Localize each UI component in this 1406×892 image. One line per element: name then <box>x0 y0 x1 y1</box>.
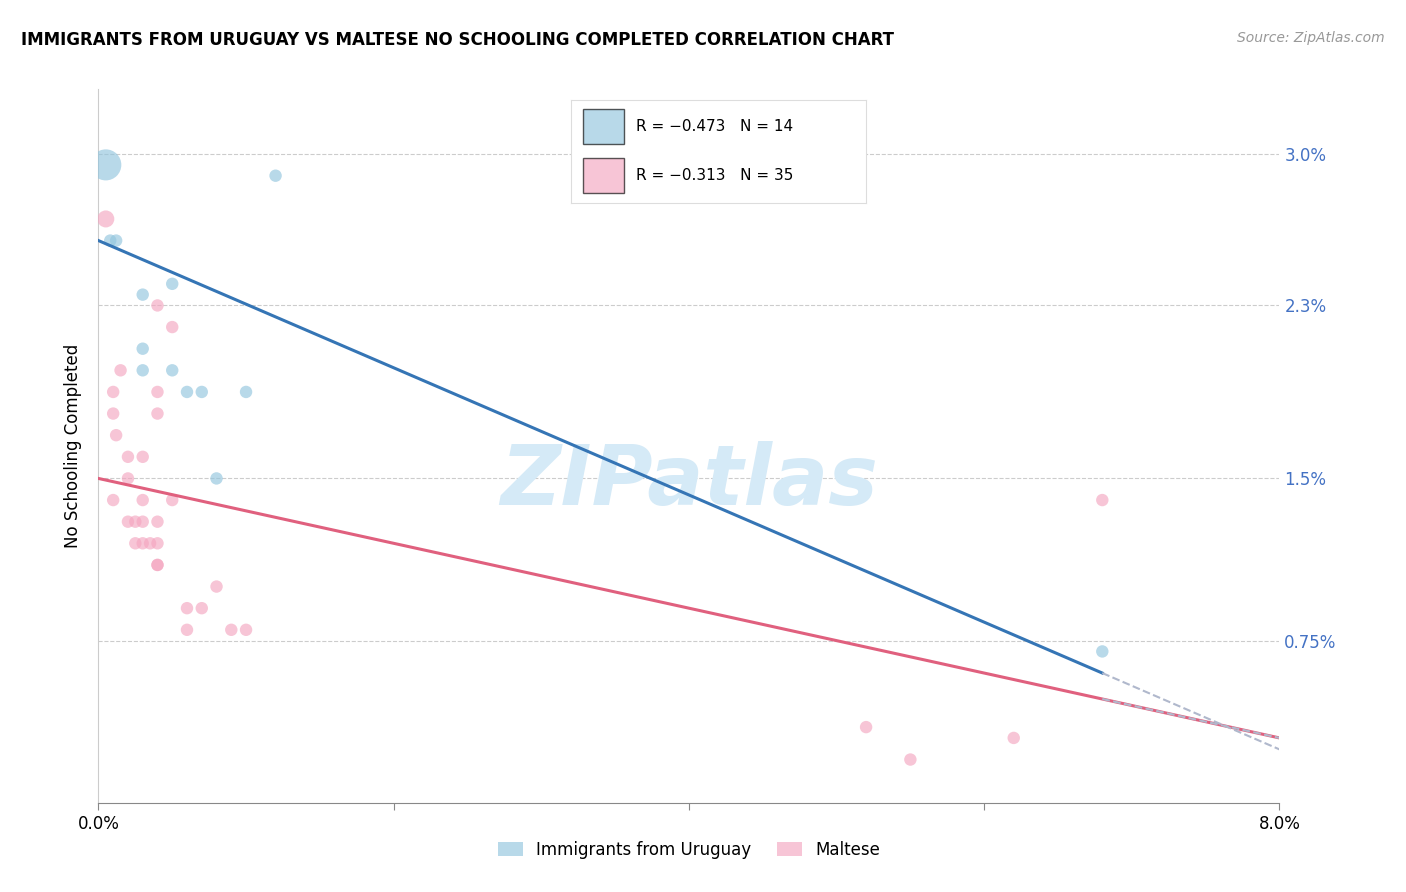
Point <box>146 298 169 312</box>
Point <box>103 493 125 508</box>
Point <box>162 363 183 377</box>
Point <box>105 428 128 442</box>
Y-axis label: No Schooling Completed: No Schooling Completed <box>65 344 83 548</box>
Point <box>146 558 169 572</box>
Point <box>264 169 287 183</box>
Point <box>205 471 228 485</box>
Point <box>132 363 155 377</box>
Point <box>132 536 155 550</box>
Point <box>162 493 183 508</box>
Point <box>124 536 146 550</box>
Point <box>1091 493 1114 508</box>
Point <box>1002 731 1025 745</box>
Point <box>110 363 132 377</box>
Point <box>162 277 183 291</box>
Point <box>146 536 169 550</box>
Text: IMMIGRANTS FROM URUGUAY VS MALTESE NO SCHOOLING COMPLETED CORRELATION CHART: IMMIGRANTS FROM URUGUAY VS MALTESE NO SC… <box>21 31 894 49</box>
Point <box>132 342 155 356</box>
Point <box>146 407 169 421</box>
Point <box>146 384 169 399</box>
Point <box>132 287 155 301</box>
Legend: Immigrants from Uruguay, Maltese: Immigrants from Uruguay, Maltese <box>492 835 886 866</box>
Point <box>103 407 125 421</box>
Point <box>124 515 146 529</box>
Point <box>191 384 214 399</box>
Point <box>132 450 155 464</box>
Point <box>146 515 169 529</box>
Point <box>191 601 214 615</box>
Point <box>94 158 117 172</box>
Point <box>139 536 162 550</box>
Point <box>855 720 877 734</box>
Point <box>235 623 257 637</box>
Text: Source: ZipAtlas.com: Source: ZipAtlas.com <box>1237 31 1385 45</box>
Point <box>205 580 228 594</box>
Point <box>900 753 922 767</box>
Point <box>98 234 121 248</box>
Point <box>176 623 198 637</box>
Point <box>132 493 155 508</box>
Point <box>117 450 139 464</box>
Point <box>1091 644 1114 658</box>
Point <box>105 234 128 248</box>
Point <box>117 515 139 529</box>
Point <box>219 623 242 637</box>
Point <box>132 515 155 529</box>
Point <box>117 471 139 485</box>
Point <box>103 384 125 399</box>
Point <box>162 320 183 334</box>
Text: ZIPatlas: ZIPatlas <box>501 442 877 522</box>
Point <box>176 384 198 399</box>
Point <box>176 601 198 615</box>
Point <box>235 384 257 399</box>
Point <box>146 558 169 572</box>
Point <box>94 211 117 226</box>
